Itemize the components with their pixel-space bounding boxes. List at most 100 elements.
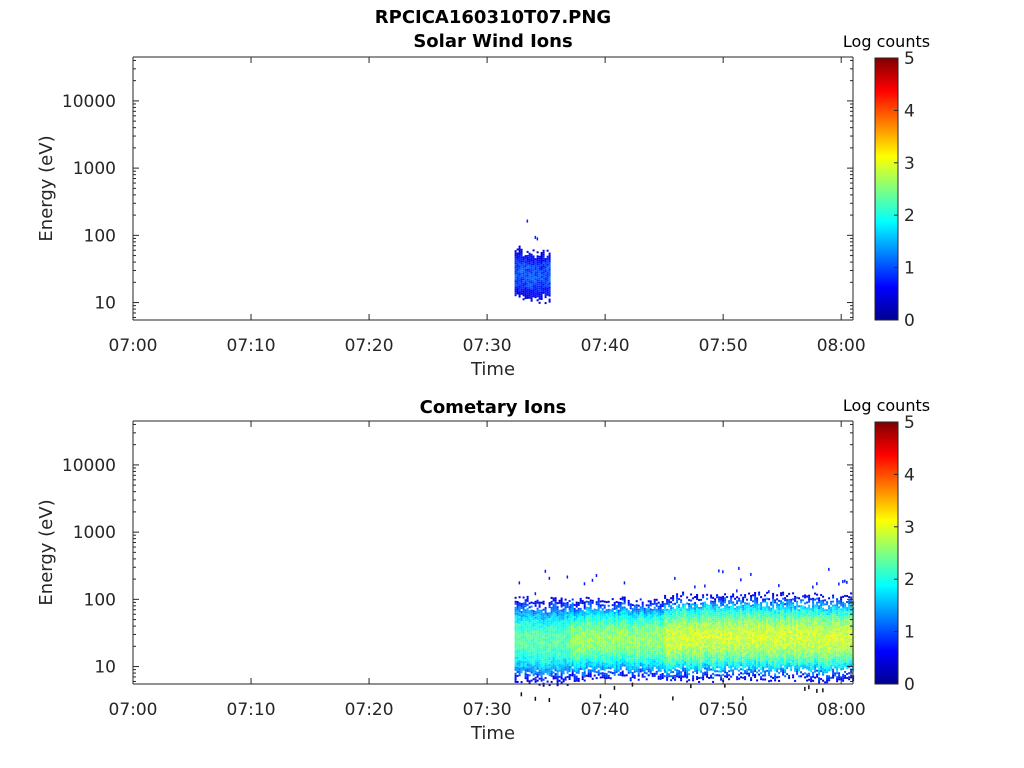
heatmap-cell: [569, 634, 572, 637]
heatmap-cell: [670, 625, 673, 628]
heatmap-cell: [548, 672, 551, 675]
heatmap-cell: [583, 643, 586, 646]
heatmap-cell: [682, 621, 685, 624]
heatmap-cell: [645, 610, 648, 613]
heatmap-cell: [653, 598, 656, 601]
heatmap-cell: [672, 663, 675, 666]
heatmap-cell: [544, 292, 547, 295]
heatmap-cell: [558, 625, 561, 628]
heatmap-cell: [587, 601, 590, 604]
heatmap-cell: [528, 652, 531, 655]
heatmap-cell: [708, 638, 711, 641]
heatmap-cell: [569, 604, 572, 607]
heatmap-cell: [728, 640, 731, 643]
heatmap-cell: [672, 635, 675, 638]
heatmap-cell: [726, 596, 729, 598]
heatmap-cell: [607, 600, 610, 603]
heatmap-cell: [672, 621, 675, 624]
heatmap-cell: [710, 648, 713, 651]
heatmap-cell: [674, 668, 677, 671]
heatmap-cell: [625, 660, 628, 663]
heatmap-cell: [740, 664, 743, 667]
heatmap-cell: [736, 634, 739, 637]
heatmap-cell: [754, 618, 757, 620]
heatmap-cell: [710, 676, 713, 679]
heatmap-cell: [542, 255, 545, 258]
heatmap-cell: [730, 635, 733, 638]
heatmap-cell: [704, 641, 707, 644]
heatmap-cell: [526, 264, 529, 267]
heatmap-cell: [676, 663, 679, 666]
heatmap-cell: [589, 631, 592, 634]
heatmap-cell: [532, 616, 535, 619]
heatmap-cell: [726, 646, 729, 648]
heatmap-cell: [647, 632, 650, 635]
heatmap-cell: [534, 676, 537, 679]
heatmap-cell: [528, 658, 531, 661]
heatmap-cell: [597, 665, 600, 668]
heatmap-cell: [585, 648, 588, 651]
heatmap-cell: [676, 605, 679, 608]
heatmap-cell: [524, 625, 527, 628]
heatmap-cell: [617, 615, 620, 618]
heatmap-cell: [645, 654, 648, 657]
heatmap-cell: [556, 634, 559, 637]
heatmap-cell: [558, 629, 561, 632]
heatmap-cell: [520, 659, 523, 662]
heatmap-cell: [546, 624, 549, 627]
heatmap-cell: [566, 611, 569, 614]
heatmap-cell: [734, 611, 737, 614]
heatmap-cell: [613, 665, 616, 668]
heatmap-cell: [585, 620, 588, 623]
heatmap-cell: [702, 610, 705, 613]
heatmap-cell: [591, 613, 594, 616]
heatmap-cell: [724, 599, 727, 602]
heatmap-cell: [591, 627, 594, 630]
heatmap-cell: [706, 611, 709, 614]
heatmap-cell: [514, 654, 517, 657]
heatmap-cell: [732, 645, 735, 648]
heatmap-cell: [609, 639, 612, 642]
heatmap-cell: [558, 637, 561, 640]
heatmap-cell: [712, 648, 715, 651]
heatmap-cell: [526, 615, 529, 618]
heatmap-cell: [619, 627, 622, 630]
heatmap-cell: [714, 624, 717, 627]
heatmap-cell: [738, 611, 741, 614]
heatmap-cell: [540, 651, 543, 654]
heatmap-cell: [548, 646, 551, 649]
heatmap-cell: [621, 620, 624, 623]
heatmap-cell: [611, 672, 614, 675]
heatmap-cell: [526, 284, 529, 287]
heatmap-cell: [621, 636, 624, 639]
heatmap-cell: [734, 625, 737, 628]
heatmap-cell: [678, 634, 681, 637]
heatmap-cell: [518, 648, 521, 651]
heatmap-cell: [601, 634, 604, 637]
heatmap-cell: [544, 625, 547, 627]
heatmap-cell: [605, 601, 608, 604]
heatmap-cell: [516, 288, 519, 291]
heatmap-cell: [694, 642, 697, 644]
heatmap-cell: [730, 629, 733, 632]
heatmap-cell: [577, 665, 580, 668]
heatmap-cell: [571, 618, 574, 621]
heatmap-cell: [744, 660, 747, 663]
heatmap-cell: [698, 657, 701, 659]
heatmap-cell: [575, 643, 578, 646]
heatmap-cell: [560, 603, 563, 606]
heatmap-cell: [534, 624, 537, 627]
heatmap-cell: [690, 609, 693, 612]
heatmap-cell: [750, 609, 753, 611]
heatmap-cell: [599, 656, 602, 659]
heatmap-cell: [542, 257, 545, 260]
heatmap-cell: [712, 618, 715, 621]
heatmap-cell: [615, 613, 618, 615]
heatmap-cell: [538, 265, 541, 268]
heatmap-cell: [524, 659, 527, 662]
heatmap-cell: [633, 670, 636, 673]
heatmap-cell: [732, 623, 735, 626]
heatmap-cell: [720, 646, 723, 649]
heatmap-cell: [716, 606, 719, 609]
heatmap-cell: [581, 666, 584, 669]
